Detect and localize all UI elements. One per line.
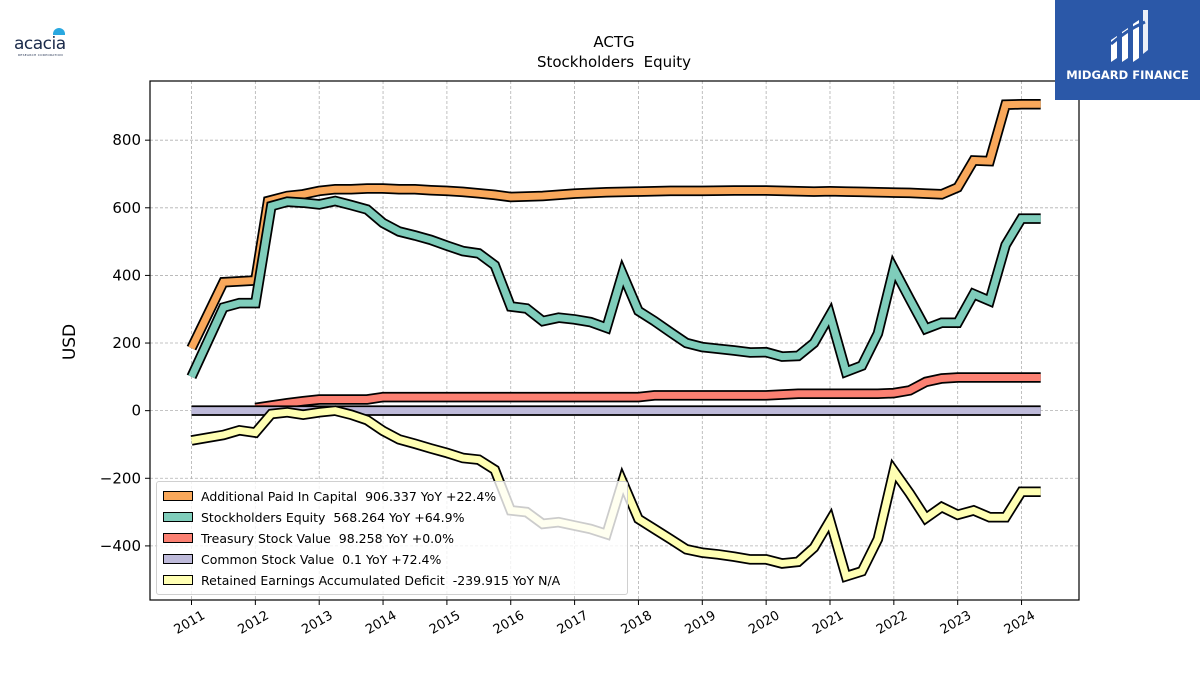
series-line xyxy=(188,197,1041,379)
x-tick-label: 2020 xyxy=(746,608,782,638)
x-tick-label: 2011 xyxy=(172,608,208,638)
y-tick-label: 0 xyxy=(131,402,141,420)
acacia-logo: acacia RESEARCH CORPORATION xyxy=(12,26,78,60)
series-line xyxy=(254,374,1041,412)
y-tick-label: −200 xyxy=(100,469,141,487)
legend-label: Common Stock Value 0.1 YoY +72.4% xyxy=(201,551,442,567)
legend-swatch xyxy=(163,533,193,543)
x-tick-label: 2017 xyxy=(555,608,591,638)
x-tick-label: 2022 xyxy=(874,608,910,638)
x-tick-label: 2019 xyxy=(682,608,718,638)
legend-item: Stockholders Equity 568.264 YoY +64.9% xyxy=(163,509,464,525)
x-tick-label: 2015 xyxy=(427,608,463,638)
x-tick-label: 2016 xyxy=(491,608,527,638)
x-tick-label: 2014 xyxy=(363,608,399,638)
y-axis-label: USD xyxy=(60,324,80,360)
x-tick-label: 2021 xyxy=(810,608,846,638)
chart-title: ACTG xyxy=(593,33,634,51)
legend-item: Additional Paid In Capital 906.337 YoY +… xyxy=(163,488,496,504)
chart-subtitle: Stockholders Equity xyxy=(537,53,691,71)
legend-swatch xyxy=(163,491,193,501)
y-tick-label: −400 xyxy=(100,537,141,555)
midgard-finance-logo: MIDGARD FINANCE xyxy=(1055,0,1200,100)
x-tick-label: 2013 xyxy=(299,608,335,638)
legend: Additional Paid In Capital 906.337 YoY +… xyxy=(156,481,628,595)
legend-swatch xyxy=(163,554,193,564)
legend-label: Stockholders Equity 568.264 YoY +64.9% xyxy=(201,509,465,525)
series-line xyxy=(188,100,1041,350)
legend-label: Retained Earnings Accumulated Deficit -2… xyxy=(201,572,561,588)
x-tick-label: 2023 xyxy=(938,608,974,638)
x-ticks: 2011 2012 2013 2014 2015 2016 2017 2018 2019 2020… xyxy=(172,600,1038,638)
acacia-logo-subtext: RESEARCH CORPORATION xyxy=(18,53,63,57)
midgard-logo-mark-icon xyxy=(1110,10,1148,62)
y-tick-label: 600 xyxy=(112,199,141,217)
x-tick-label: 2018 xyxy=(619,608,655,638)
y-tick-label: 400 xyxy=(112,266,141,284)
acacia-logo-text: acacia xyxy=(14,34,66,54)
plot-frame xyxy=(149,80,1080,601)
legend-label: Treasury Stock Value 98.258 YoY +0.0% xyxy=(201,530,454,546)
legend-swatch xyxy=(163,512,193,522)
y-ticks: −400 −200 0 200 400 600 800 xyxy=(100,131,150,555)
y-tick-label: 200 xyxy=(112,334,141,352)
x-tick-label: 2024 xyxy=(1002,608,1038,638)
legend-item: Retained Earnings Accumulated Deficit -2… xyxy=(163,572,560,588)
y-tick-label: 800 xyxy=(112,131,141,149)
legend-swatch xyxy=(163,575,193,585)
legend-item: Treasury Stock Value 98.258 YoY +0.0% xyxy=(163,530,454,546)
midgard-logo-text: MIDGARD FINANCE xyxy=(1066,68,1189,82)
acacia-logo-mark-icon xyxy=(53,28,65,35)
x-tick-label: 2012 xyxy=(236,608,272,638)
legend-label: Additional Paid In Capital 906.337 YoY +… xyxy=(201,488,497,504)
legend-item: Common Stock Value 0.1 YoY +72.4% xyxy=(163,551,441,567)
